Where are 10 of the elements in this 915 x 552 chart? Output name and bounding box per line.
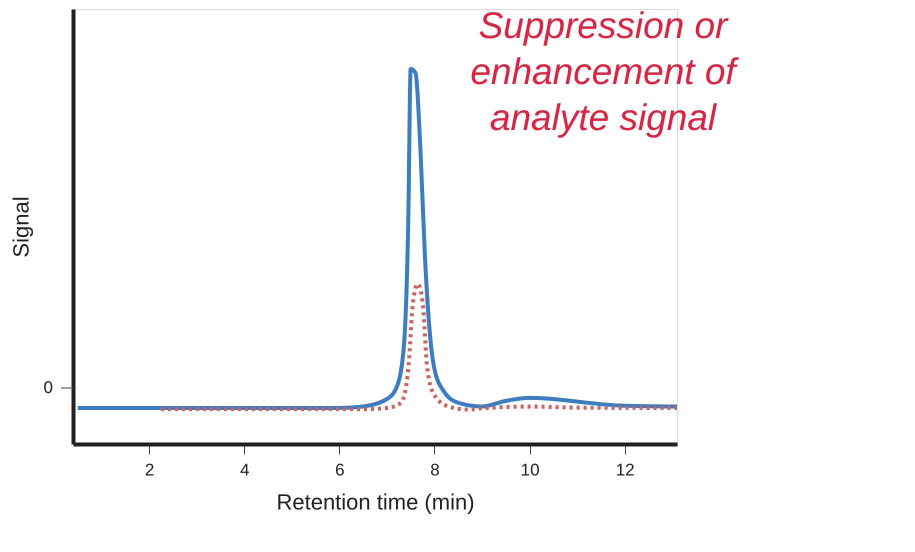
y-axis-title: Signal xyxy=(8,196,34,258)
x-tick-label: 8 xyxy=(430,460,440,480)
text: 0 xyxy=(44,378,53,397)
annotation: Suppression or enhancement of analyte signal xyxy=(470,5,740,138)
x-tick-label: 2 xyxy=(144,460,154,480)
x-tick-label: 4 xyxy=(240,460,250,480)
x-axis-title: Retention time (min) xyxy=(276,490,475,514)
x-tick-label: 6 xyxy=(335,460,345,480)
x-tick-label: 12 xyxy=(616,460,635,480)
x-tick-label: 10 xyxy=(520,460,540,480)
